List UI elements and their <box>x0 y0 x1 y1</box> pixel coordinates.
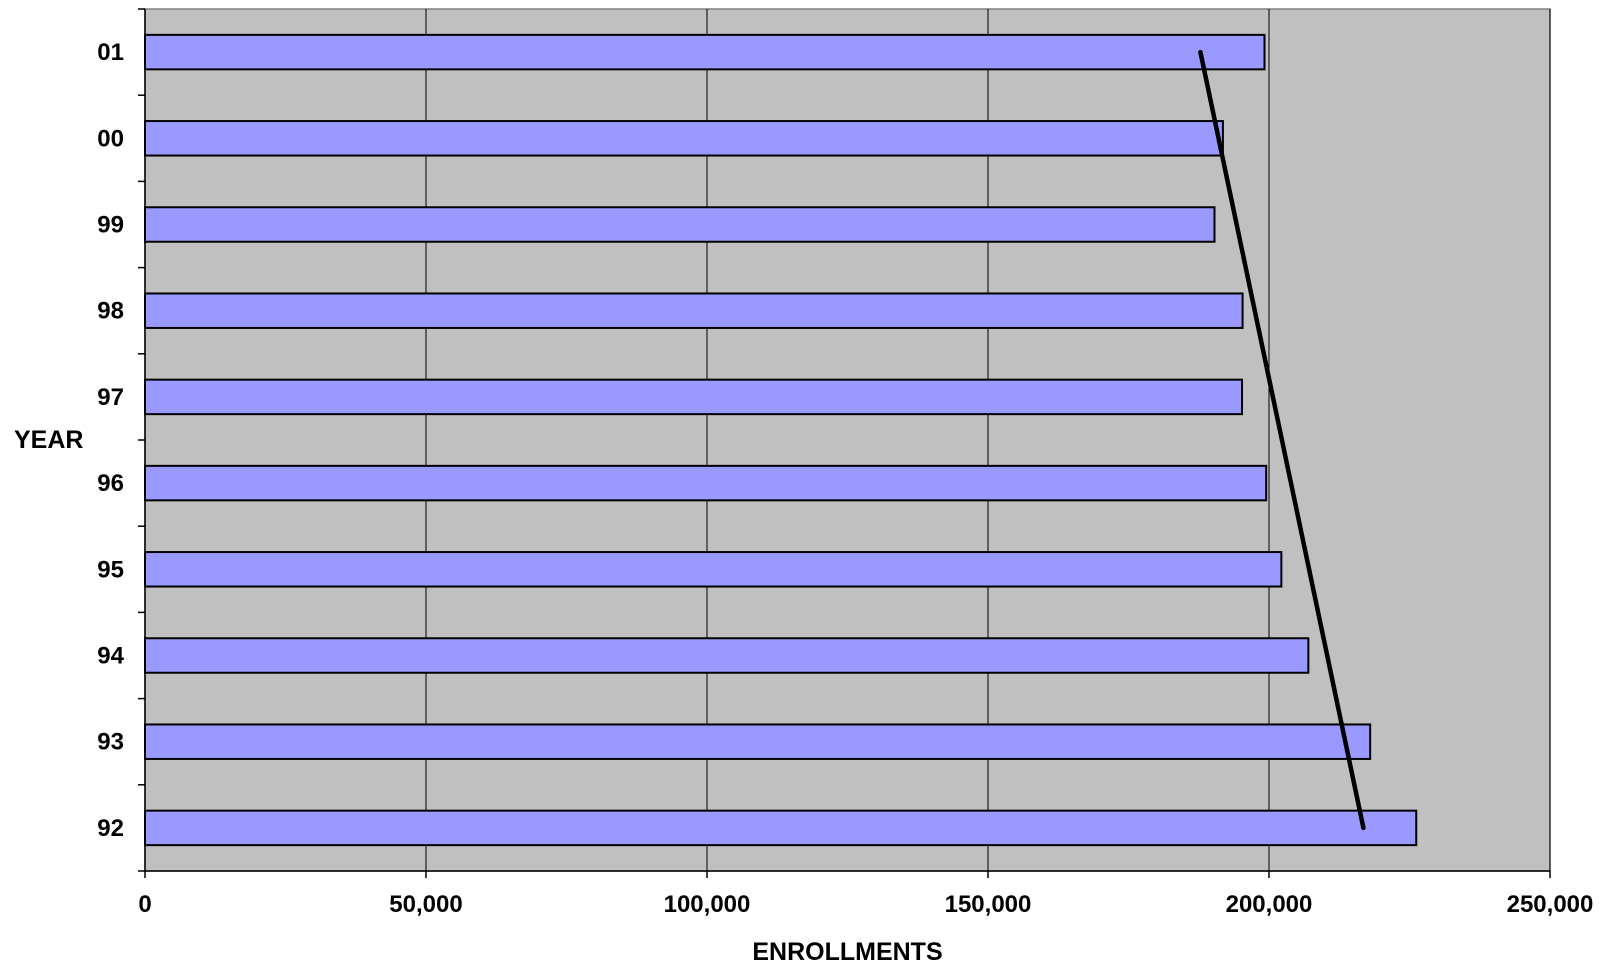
bar-01 <box>144 33 1266 71</box>
y-tick-label: 94 <box>97 643 124 670</box>
y-tick-labels: 01 00 99 98 97 96 95 94 93 92 <box>97 39 124 842</box>
x-tick-label: 150,000 <box>945 891 1032 918</box>
bar-98 <box>144 292 1244 329</box>
y-tick-label: 96 <box>97 470 124 497</box>
bar-93 <box>144 723 1372 760</box>
y-tick-label: 93 <box>97 729 124 756</box>
bar-92 <box>144 809 1418 847</box>
x-axis-title: ENROLLMENTS <box>752 938 942 966</box>
y-axis-title: YEAR <box>14 426 83 454</box>
x-tick-label: 100,000 <box>664 891 751 918</box>
y-tick-label: 97 <box>97 384 124 411</box>
trendline <box>1198 49 1366 831</box>
bar-97 <box>144 378 1244 416</box>
bar-96 <box>144 464 1268 502</box>
bar-95 <box>144 551 1283 588</box>
x-tick-label: 250,000 <box>1507 891 1594 918</box>
y-tick-label: 01 <box>97 39 124 66</box>
y-tick-label: 98 <box>97 298 124 325</box>
bar-99 <box>144 206 1216 243</box>
y-tick-label: 00 <box>97 125 124 152</box>
y-tick-label: 92 <box>97 815 124 842</box>
bar-00 <box>144 120 1224 157</box>
axes <box>138 8 1551 878</box>
x-tick-label: 50,000 <box>389 891 462 918</box>
bar-94 <box>144 637 1310 674</box>
y-tick-label: 99 <box>97 212 124 239</box>
x-tick-labels: 0 50,000 100,000 150,000 200,000 250,000 <box>138 891 1593 918</box>
x-tick-label: 0 <box>138 891 151 918</box>
y-tick-label: 95 <box>97 556 124 583</box>
x-tick-label: 200,000 <box>1226 891 1313 918</box>
